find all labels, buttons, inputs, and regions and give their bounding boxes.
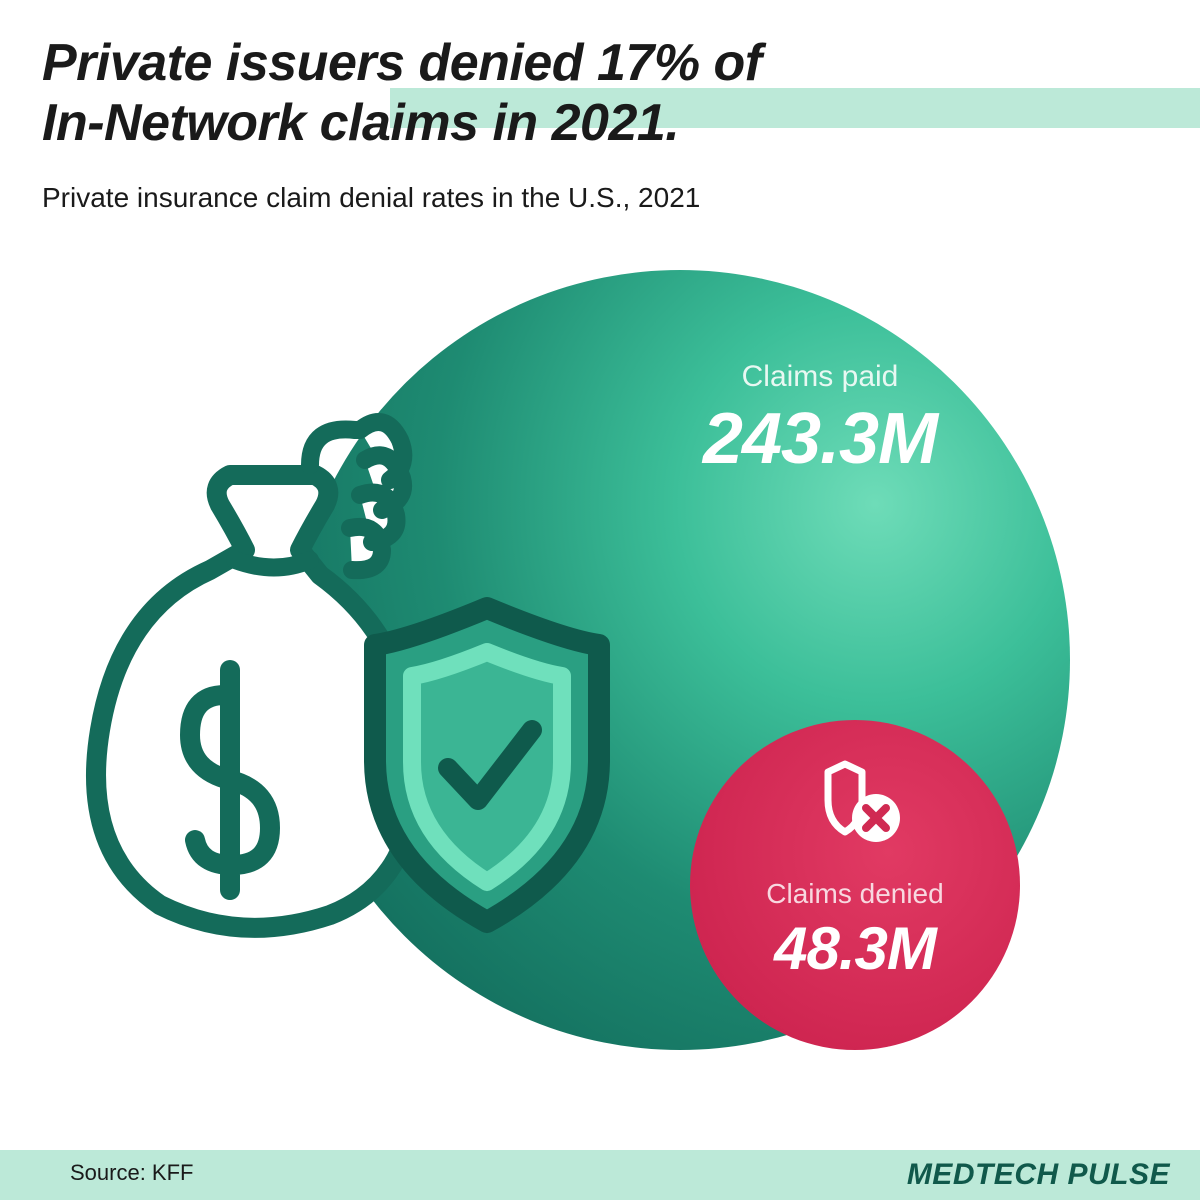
claims-paid-value: 243.3M	[620, 398, 1020, 480]
shield-x-icon	[810, 760, 905, 860]
headline: Private issuers denied 17% ofIn-Network …	[42, 34, 762, 154]
claims-denied-label: Claims denied	[690, 878, 1020, 910]
shield-check-icon	[340, 590, 635, 940]
subtitle: Private insurance claim denial rates in …	[42, 182, 700, 214]
source-text: Source: KFF	[70, 1160, 193, 1186]
claims-paid-label: Claims paid	[620, 360, 1020, 394]
claims-denied-value: 48.3M	[690, 914, 1020, 983]
brand-logo: MEDTECH PULSE	[907, 1158, 1170, 1192]
chart-area: Claims paid 243.3M Claims denied 48.3M	[0, 250, 1200, 1100]
